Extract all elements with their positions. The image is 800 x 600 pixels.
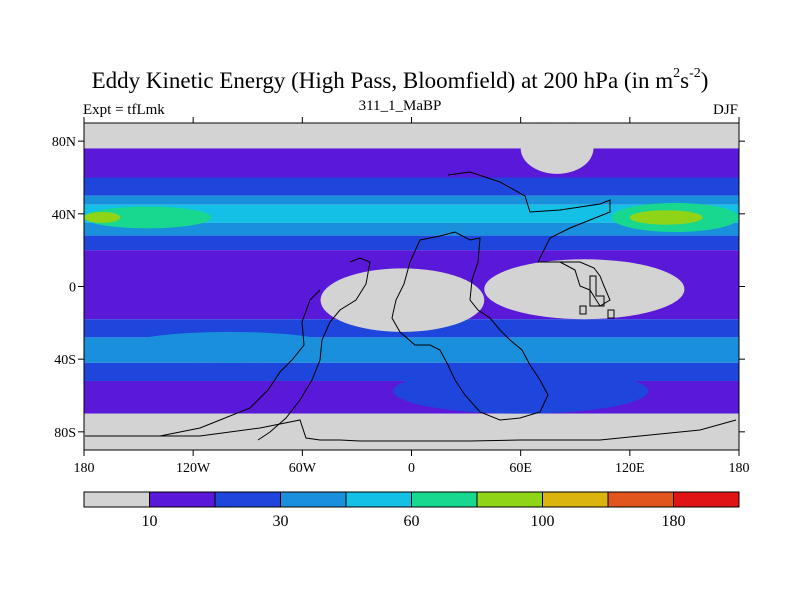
x-tick-label: 0 <box>408 461 415 476</box>
band-1 <box>84 148 739 178</box>
x-tick-label: 180 <box>74 461 95 476</box>
region-tropics-africa-low <box>320 268 485 332</box>
band-4 <box>84 204 739 223</box>
colorbar: 10 30 60 100 180 <box>83 491 740 530</box>
x-tick-label: 60W <box>289 461 317 476</box>
band-2 <box>84 177 739 196</box>
colorbar-label: 100 <box>531 513 555 530</box>
band-6 <box>84 235 739 251</box>
band-12 <box>84 413 739 450</box>
west-coast-outline <box>159 289 321 437</box>
region-arctic-trough <box>520 123 594 174</box>
y-tick-label: 40N <box>52 208 76 223</box>
africa-coast <box>391 231 549 421</box>
colorbar-swatch <box>149 491 216 508</box>
chart-title: Eddy Kinetic Energy (High Pass, Bloomfie… <box>91 66 709 93</box>
colorbar-label: 30 <box>273 513 289 530</box>
x-tick-label: 60E <box>509 461 532 476</box>
coastlines <box>85 171 737 442</box>
region-jet-core-west <box>84 206 212 229</box>
region-indian-ocean-core <box>393 368 649 414</box>
y-tick-label: 0 <box>69 281 76 296</box>
east-island-2 <box>579 305 587 315</box>
season-label: DJF <box>712 102 738 118</box>
colorbar-swatch <box>607 491 674 508</box>
colorbar-swatch <box>83 491 150 508</box>
energy-field <box>84 123 739 450</box>
colorbar-swatch <box>542 491 609 508</box>
colorbar-swatch <box>673 491 740 508</box>
band-10 <box>84 362 739 381</box>
region-south-atlantic-core <box>120 331 339 363</box>
colorbar-swatch <box>476 491 543 508</box>
colorbar-label: 60 <box>404 513 420 530</box>
x-tick-label: 120E <box>615 461 645 476</box>
colorbar-swatch <box>280 491 347 508</box>
east-island-1 <box>589 275 605 307</box>
colorbar-swatch <box>345 491 412 508</box>
eurasia-coast <box>447 171 611 307</box>
region-tropics-asia-low <box>484 259 685 320</box>
x-tick-label: 120W <box>176 461 211 476</box>
experiment-label: Expt = tfLmk <box>83 102 165 118</box>
region-jet-peak-west <box>84 212 121 223</box>
colorbar-swatch <box>214 491 281 508</box>
axes: 180 120W 60W 0 60E 120E 180 80N 40N 0 40S 80S <box>52 117 750 476</box>
band-3 <box>84 195 739 205</box>
colorbar-swatch <box>411 491 478 508</box>
colorbar-label: 180 <box>662 513 686 530</box>
y-tick-label: 40S <box>54 353 76 368</box>
south-america-coast <box>257 257 371 441</box>
region-jet-peak-east <box>629 210 703 225</box>
east-island-3 <box>607 309 615 319</box>
southern-coast <box>85 419 737 442</box>
colorbar-label: 10 <box>142 513 158 530</box>
band-0 <box>84 123 739 149</box>
y-tick-label: 80S <box>54 426 76 441</box>
y-tick-label: 80N <box>52 135 76 150</box>
x-tick-label: 180 <box>729 461 750 476</box>
run-label: 311_1_MaBP <box>358 98 442 114</box>
